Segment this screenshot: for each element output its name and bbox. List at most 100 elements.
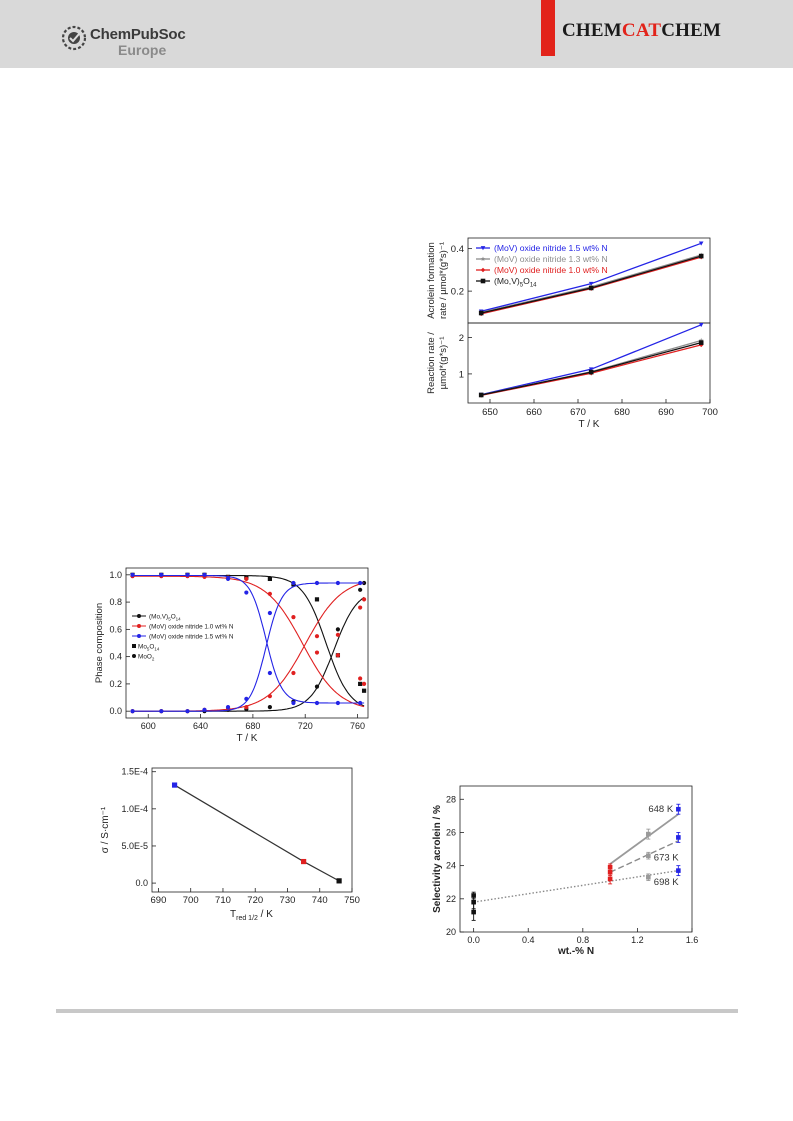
series-line xyxy=(481,324,702,396)
data-point xyxy=(698,337,704,343)
data-point xyxy=(291,614,296,620)
data-point xyxy=(314,650,320,655)
data-point xyxy=(267,670,272,676)
selectivity-chart: 20 22 24 26 28 0.0 0.4 0.8 1.2 1.6 wt.-% N Selectiv… xyxy=(432,785,699,957)
x-tick-label: 0.0 xyxy=(467,935,480,945)
y-tick-label: 26 xyxy=(446,827,456,837)
legend-label: (MoV) oxide nitride 1.0 wt% N xyxy=(149,624,234,631)
data-point xyxy=(159,572,164,577)
y-tick-label: 28 xyxy=(446,794,456,804)
data-point xyxy=(358,605,363,610)
x-tick-label: 710 xyxy=(215,895,231,906)
journal-title: CHEMCATCHEM xyxy=(562,20,721,42)
selectivity-figure: 20 22 24 26 28 0.0 0.4 0.8 1.2 1.6 wt.-% N Selectiv… xyxy=(430,780,720,960)
page-header: ChemPubSoc Europe CHEMCATCHEM xyxy=(0,0,793,68)
data-point xyxy=(185,709,190,714)
data-point xyxy=(244,590,249,595)
y-tick-label: 1.0E-4 xyxy=(121,804,148,814)
data-point xyxy=(225,576,231,582)
data-point xyxy=(588,285,594,291)
x-axis-label: Tred 1/2 / K xyxy=(230,909,273,922)
temperature-label: 648 K xyxy=(648,804,673,815)
y-tick-label: 0.4 xyxy=(451,244,464,255)
y-tick-label: 0.8 xyxy=(109,597,122,607)
x-tick-label: 670 xyxy=(570,407,586,418)
data-point xyxy=(301,858,307,865)
y-axis-label: Selectivity acrolein / % xyxy=(432,805,443,913)
y-axis-label: Phase composition xyxy=(94,603,105,683)
x-axis-label: T / K xyxy=(579,419,600,430)
rate-chart: 0.2 0.4 Acrolein formation rate / µmol*(g*s… xyxy=(426,237,718,430)
x-tick-label: 760 xyxy=(350,721,365,731)
legend-label: Mo5O14 xyxy=(138,644,160,652)
y-tick-label: 24 xyxy=(446,861,456,871)
trend-line xyxy=(609,813,679,865)
data-point xyxy=(361,597,367,602)
data-point xyxy=(478,392,484,398)
x-tick-label: 1.6 xyxy=(686,935,699,945)
data-point xyxy=(607,864,613,870)
footer-rule xyxy=(56,1009,738,1013)
brand-red-bar xyxy=(541,0,555,56)
data-point xyxy=(314,700,320,706)
data-point xyxy=(185,572,190,577)
legend-marker xyxy=(132,644,136,648)
y-axis-label: Acrolein formation xyxy=(426,242,437,319)
x-tick-label: 660 xyxy=(526,407,542,418)
panel-frame xyxy=(467,322,711,404)
data-point xyxy=(471,909,476,915)
legend-marker xyxy=(137,624,141,628)
x-tick-label: 720 xyxy=(247,895,263,906)
data-point xyxy=(607,876,613,882)
data-point xyxy=(358,676,363,681)
data-point xyxy=(225,704,231,710)
y-tick-label: 0.2 xyxy=(451,287,464,298)
trend-line xyxy=(174,784,340,882)
fit-curve xyxy=(132,582,365,712)
data-point xyxy=(361,681,367,687)
legend-label: (Mo,V)5O14 xyxy=(494,276,537,289)
x-tick-label: 740 xyxy=(312,895,328,906)
data-point xyxy=(358,580,363,586)
data-point xyxy=(588,281,594,286)
y-tick-label: 0.4 xyxy=(109,652,122,662)
laurel-star-icon xyxy=(61,25,87,51)
legend-label: MoO2 xyxy=(138,654,155,662)
plot-frame xyxy=(125,567,369,719)
temperature-label: 673 K xyxy=(654,852,679,863)
legend-label: (MoV) oxide nitride 1.5 wt% N xyxy=(149,634,234,641)
x-tick-label: 650 xyxy=(482,407,498,418)
journal-title-part2: CAT xyxy=(621,20,662,41)
x-tick-label: 700 xyxy=(702,407,718,418)
y-axis-label: rate / µmol*(g*s)⁻¹ xyxy=(438,242,449,319)
data-point xyxy=(291,700,296,706)
legend-marker xyxy=(137,614,141,618)
journal-title-part1: CHEM xyxy=(562,20,622,41)
data-point xyxy=(646,831,651,837)
fit-curve xyxy=(132,582,365,712)
data-point xyxy=(130,709,135,714)
data-point xyxy=(676,835,681,840)
data-point xyxy=(478,310,484,316)
x-tick-label: 730 xyxy=(280,895,296,906)
legend-label: (MoV) oxide nitride 1.0 wt% N xyxy=(494,265,608,275)
x-tick-label: 750 xyxy=(344,895,360,906)
plot-frame xyxy=(459,785,693,933)
legend-marker xyxy=(132,654,136,658)
x-tick-label: 0.4 xyxy=(522,935,535,945)
x-axis-label: T / K xyxy=(237,733,258,744)
conductivity-figure: 0.0 5.0E-5 1.0E-4 1.5E-4 690 700 710 720 730 740 7… xyxy=(90,760,380,922)
journal-title-part3: CHEM xyxy=(661,20,722,41)
data-point xyxy=(698,241,704,246)
data-point xyxy=(202,572,207,577)
y-tick-label: 22 xyxy=(446,894,456,904)
y-tick-label: 5.0E-5 xyxy=(121,841,148,851)
y-tick-label: 20 xyxy=(446,927,456,937)
fit-curve xyxy=(132,574,365,704)
x-tick-label: 0.8 xyxy=(577,935,590,945)
data-point xyxy=(291,670,296,676)
conductivity-chart: 0.0 5.0E-5 1.0E-4 1.5E-4 690 700 710 720 730 740 7… xyxy=(100,767,360,922)
data-point xyxy=(335,700,341,706)
legend-label: (Mo,V)5O14 xyxy=(149,614,181,622)
data-point xyxy=(335,580,341,586)
